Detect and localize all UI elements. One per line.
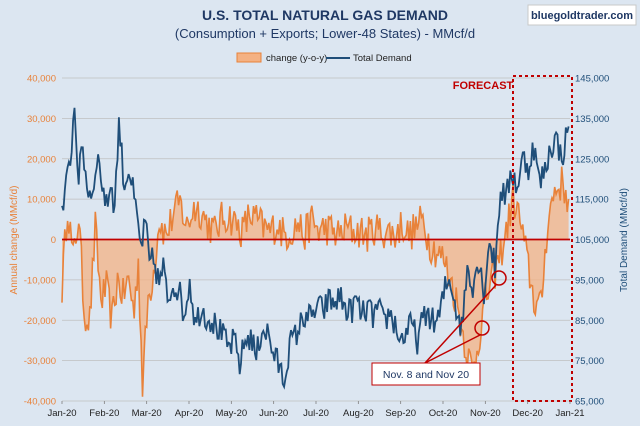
y-right-tick-label: 125,000: [575, 154, 609, 165]
y-axis-right-title: Total Demand (MMcf/d): [619, 188, 630, 292]
y-left-tick-label: -20,000: [24, 316, 56, 327]
y-right-tick-label: 145,000: [575, 74, 609, 85]
annotation-label: Nov. 8 and Nov 20: [383, 369, 469, 381]
y-right-tick-label: 75,000: [575, 356, 604, 367]
y-axis-left-title: Annual change (MMcf/d): [9, 186, 20, 295]
series-total-demand: [61, 107, 570, 390]
y-right-tick-label: 85,000: [575, 316, 604, 327]
total-demand-line: [61, 107, 570, 390]
y-left-tick-label: -30,000: [24, 356, 56, 367]
x-tick-label: Feb-20: [89, 408, 119, 419]
x-tick-label: Jan-20: [47, 408, 76, 419]
y-right-tick-label: 95,000: [575, 275, 604, 286]
y-left-tick-label: 10,000: [27, 195, 56, 206]
legend-label-change: change (y-o-y): [266, 53, 327, 64]
annotation-box: [371, 362, 481, 386]
x-tick-label: Jan-21: [555, 408, 584, 419]
x-tick-label: Oct-20: [429, 408, 458, 419]
annotation-circle-nov8: [474, 320, 490, 336]
x-tick-label: Mar-20: [132, 408, 162, 419]
chart-subtitle: (Consumption + Exports; Lower-48 States)…: [175, 26, 475, 41]
x-axis-ticks: Jan-20 Feb-20 Mar-20 Apr-20 May-20 Jun-20 Jul-…: [47, 401, 585, 419]
legend: change (y-o-y) Total Demand: [236, 52, 412, 64]
x-tick-label: Jun-20: [259, 408, 288, 419]
annotation-arrow-2: [424, 284, 497, 364]
watermark: bluegoldtrader.com: [531, 10, 633, 22]
forecast-label: FORECAST: [453, 80, 514, 92]
legend-label-total: Total Demand: [353, 53, 412, 64]
y-right-tick-label: 115,000: [575, 195, 609, 206]
annotation-arrow-1: [424, 334, 481, 364]
x-tick-label: Aug-20: [343, 408, 374, 419]
y-left-tick-label: -10,000: [24, 275, 56, 286]
y-left-tick-label: 0: [51, 235, 56, 246]
y-axis-left-ticks: 40,000 30,000 20,000 10,000 0 -10,000 -20,000 -…: [24, 74, 56, 408]
y-axis-right-ticks: 145,000 135,000 125,000 115,000 105,000 95,00…: [575, 74, 609, 408]
annotation-circle-nov20: [491, 270, 507, 286]
x-tick-label: Apr-20: [175, 408, 204, 419]
y-left-tick-label: 40,000: [27, 74, 56, 85]
y-left-tick-label: 20,000: [27, 154, 56, 165]
y-right-tick-label: 105,000: [575, 235, 609, 246]
x-tick-label: Nov-20: [470, 408, 501, 419]
y-left-tick-label: -40,000: [24, 397, 56, 408]
x-tick-label: May-20: [215, 408, 247, 419]
x-tick-label: Dec-20: [512, 408, 543, 419]
y-right-tick-label: 135,000: [575, 114, 609, 125]
y-left-tick-label: 30,000: [27, 114, 56, 125]
y-right-tick-label: 65,000: [575, 397, 604, 408]
x-tick-label: Jul-20: [303, 408, 329, 419]
chart-title: U.S. TOTAL NATURAL GAS DEMAND: [202, 7, 448, 23]
x-tick-label: Sep-20: [385, 408, 416, 419]
watermark-box: [527, 4, 637, 26]
legend-swatch-change: [236, 52, 262, 63]
